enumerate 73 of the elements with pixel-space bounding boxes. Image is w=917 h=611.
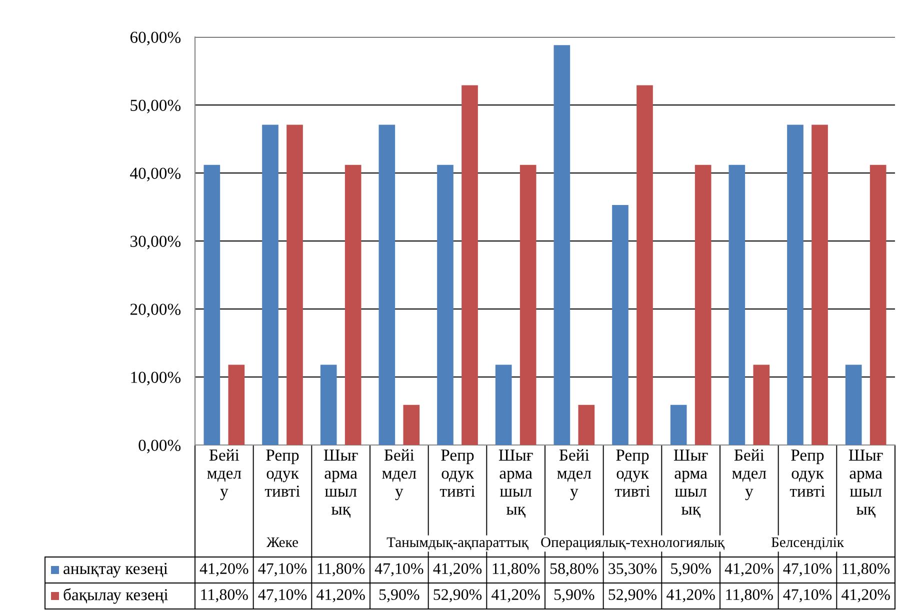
data-label: 35,30% [608, 563, 657, 576]
y-tick-label: 50,00% [130, 100, 181, 114]
x-tick-label: Шығ арма шыл ық [324, 450, 358, 518]
x-tick-label: Бейі мдел у [557, 449, 592, 500]
bar [344, 164, 362, 445]
data-label: 41,20% [724, 563, 774, 576]
bar [728, 164, 746, 445]
bar [636, 85, 653, 445]
data-label: 5,90% [554, 589, 594, 602]
bar [286, 124, 303, 445]
data-label: 47,10% [783, 563, 832, 576]
data-label: 5,90% [671, 563, 711, 576]
bar [753, 364, 770, 445]
x-tick-label: Шығ арма шыл ық [674, 450, 708, 518]
data-label: 11,80% [492, 563, 540, 576]
x-tick-label: Репр одук тивті [440, 450, 475, 497]
bar [870, 164, 886, 445]
data-label: 52,90% [608, 589, 657, 602]
x-tick-label: Бейі мдел у [207, 449, 242, 500]
data-label: 47,10% [374, 563, 424, 576]
bar [228, 364, 245, 445]
data-label: 41,20% [666, 589, 715, 602]
text: Танымдық-ақпараттық [386, 537, 528, 550]
data-label: 41,20% [842, 589, 890, 602]
data-label: 47,10% [783, 589, 832, 602]
bar [670, 404, 687, 445]
data-label: 5,90% [379, 589, 420, 602]
y-tick-label: 60,00% [130, 32, 181, 46]
bar [612, 204, 628, 445]
x-tick-label: Шығ арма шыл ық [848, 450, 883, 518]
bar [462, 85, 478, 445]
data-label: 41,20% [492, 589, 540, 602]
bar [520, 164, 536, 445]
legend-label: бақылау кезеңі [64, 588, 168, 604]
x-tick-label: Бейі мдел у [382, 449, 416, 500]
bar [437, 164, 454, 445]
data-label: 11,80% [726, 589, 773, 602]
bar [403, 404, 420, 445]
bar [845, 364, 862, 445]
data-label: 41,20% [316, 589, 365, 602]
bar [578, 404, 595, 445]
bar [787, 124, 804, 445]
text: Белсенділік [771, 537, 844, 550]
y-tick-label: 10,00% [131, 372, 181, 386]
y-tick-label: 30,00% [130, 236, 181, 250]
x-tick-label: Бейі мдел у [732, 449, 766, 500]
x-tick-label: Репр одук тивті [790, 450, 825, 497]
text: Жеке [266, 537, 298, 548]
y-tick-label: 0,00% [138, 440, 181, 454]
data-label: 11,80% [201, 589, 248, 602]
bar [378, 124, 396, 445]
bar [262, 124, 278, 445]
bar [812, 124, 828, 445]
data-label: 11,80% [842, 563, 890, 576]
x-tick-label: Репр одук тивті [614, 450, 650, 497]
data-label: 52,90% [434, 589, 482, 602]
bar [204, 164, 220, 445]
y-tick-label: 20,00% [130, 304, 181, 318]
data-label: 41,20% [200, 563, 248, 576]
x-tick-label: Репр одук тивті [264, 450, 300, 497]
legend-label: анықтау кезеңі [64, 562, 168, 578]
y-tick-label: 40,00% [130, 168, 181, 182]
text: Операциялық-технологиялық [541, 537, 724, 550]
bar [495, 364, 512, 445]
data-label: 47,10% [258, 563, 307, 576]
data-label: 58,80% [550, 563, 598, 576]
data-label: 47,10% [258, 589, 307, 602]
bar [694, 164, 712, 445]
data-label: 41,20% [433, 563, 482, 576]
bar [320, 364, 337, 445]
data-label: 11,80% [318, 563, 365, 576]
x-tick-label: Шығ арма шыл ық [498, 450, 533, 518]
bar [554, 45, 570, 445]
